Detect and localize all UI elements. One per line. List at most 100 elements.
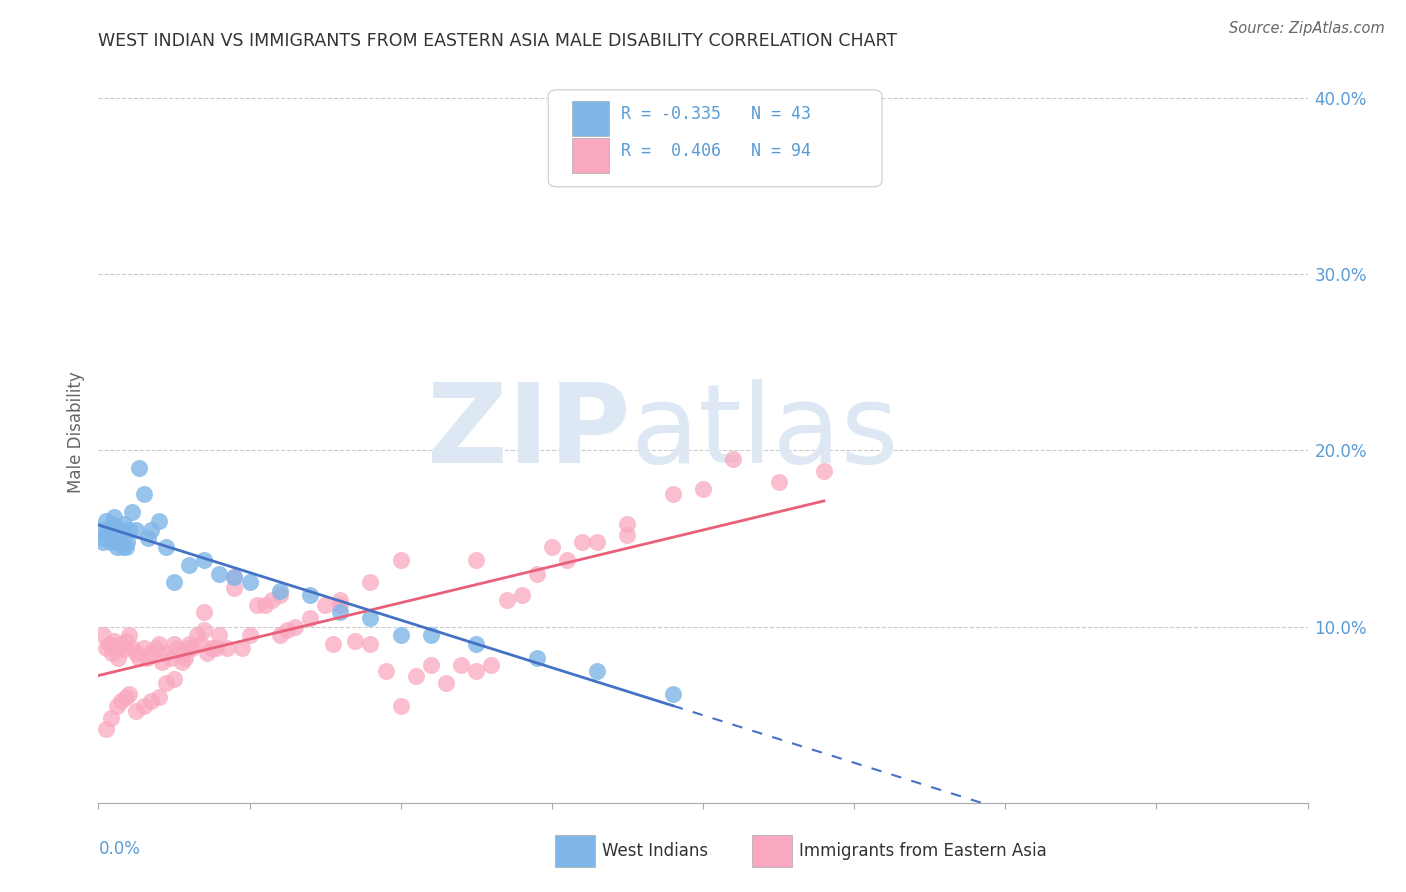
- Point: [112, 642, 135, 657]
- Point: [112, 517, 135, 532]
- Point: [150, 655, 173, 669]
- Point: [118, 523, 141, 537]
- Point: [118, 628, 141, 642]
- FancyBboxPatch shape: [572, 101, 609, 136]
- Point: [526, 566, 548, 581]
- Point: [269, 628, 291, 642]
- Point: [405, 669, 427, 683]
- Point: [360, 575, 382, 590]
- Point: [329, 606, 352, 620]
- Point: [107, 523, 129, 537]
- Text: 0.0%: 0.0%: [98, 840, 141, 858]
- Point: [132, 698, 155, 713]
- Point: [101, 646, 124, 660]
- Point: [239, 575, 262, 590]
- Point: [148, 637, 170, 651]
- Point: [132, 487, 155, 501]
- Point: [110, 523, 132, 537]
- Point: [284, 619, 307, 633]
- Point: [170, 646, 193, 660]
- Point: [179, 637, 201, 651]
- Point: [100, 711, 122, 725]
- Point: [125, 646, 148, 660]
- Point: [661, 686, 683, 700]
- Point: [155, 540, 177, 554]
- Point: [208, 566, 231, 581]
- Point: [193, 552, 215, 566]
- Point: [155, 676, 177, 690]
- Point: [299, 588, 322, 602]
- Point: [105, 640, 128, 655]
- Point: [114, 633, 136, 648]
- Point: [96, 523, 118, 537]
- Point: [389, 552, 412, 566]
- Text: Immigrants from Eastern Asia: Immigrants from Eastern Asia: [799, 842, 1046, 860]
- Point: [94, 514, 117, 528]
- Point: [163, 673, 186, 687]
- Point: [420, 628, 443, 642]
- Point: [141, 646, 163, 660]
- Point: [299, 610, 322, 624]
- Point: [101, 517, 124, 532]
- Point: [193, 606, 215, 620]
- Point: [208, 628, 231, 642]
- Point: [98, 637, 121, 651]
- Point: [205, 640, 228, 655]
- Point: [344, 633, 367, 648]
- Point: [224, 581, 246, 595]
- Point: [136, 532, 159, 546]
- Point: [224, 570, 246, 584]
- Point: [193, 623, 215, 637]
- Point: [170, 655, 193, 669]
- Point: [103, 510, 125, 524]
- Point: [510, 588, 533, 602]
- Point: [148, 514, 170, 528]
- Point: [111, 540, 134, 554]
- Point: [105, 540, 128, 554]
- Point: [231, 640, 253, 655]
- Text: WEST INDIAN VS IMMIGRANTS FROM EASTERN ASIA MALE DISABILITY CORRELATION CHART: WEST INDIAN VS IMMIGRANTS FROM EASTERN A…: [98, 32, 897, 50]
- Point: [481, 658, 503, 673]
- Point: [186, 628, 208, 642]
- Point: [163, 637, 186, 651]
- Point: [269, 588, 291, 602]
- FancyBboxPatch shape: [572, 138, 609, 173]
- Point: [586, 535, 609, 549]
- Point: [115, 535, 138, 549]
- Text: atlas: atlas: [630, 379, 898, 486]
- Point: [239, 628, 262, 642]
- Point: [201, 640, 224, 655]
- Point: [125, 523, 148, 537]
- Point: [148, 690, 170, 704]
- Point: [103, 633, 125, 648]
- Point: [195, 646, 218, 660]
- Point: [276, 623, 298, 637]
- Point: [586, 664, 609, 678]
- Point: [571, 535, 593, 549]
- Text: West Indians: West Indians: [602, 842, 707, 860]
- Point: [163, 575, 186, 590]
- Y-axis label: Male Disability: Male Disability: [66, 372, 84, 493]
- Point: [465, 664, 488, 678]
- Point: [141, 693, 163, 707]
- Point: [110, 637, 132, 651]
- Point: [190, 637, 212, 651]
- Point: [110, 693, 132, 707]
- Point: [360, 637, 382, 651]
- Point: [181, 640, 204, 655]
- Point: [114, 690, 136, 704]
- Point: [121, 640, 143, 655]
- Point: [768, 475, 790, 489]
- Point: [179, 640, 201, 655]
- Point: [114, 540, 136, 554]
- Text: Source: ZipAtlas.com: Source: ZipAtlas.com: [1229, 21, 1385, 36]
- Point: [389, 698, 412, 713]
- Point: [246, 599, 269, 613]
- Point: [121, 505, 143, 519]
- Text: R = -0.335   N = 43: R = -0.335 N = 43: [621, 105, 811, 123]
- Point: [540, 540, 562, 554]
- Point: [160, 651, 183, 665]
- Point: [360, 610, 382, 624]
- Point: [145, 640, 167, 655]
- Point: [141, 523, 163, 537]
